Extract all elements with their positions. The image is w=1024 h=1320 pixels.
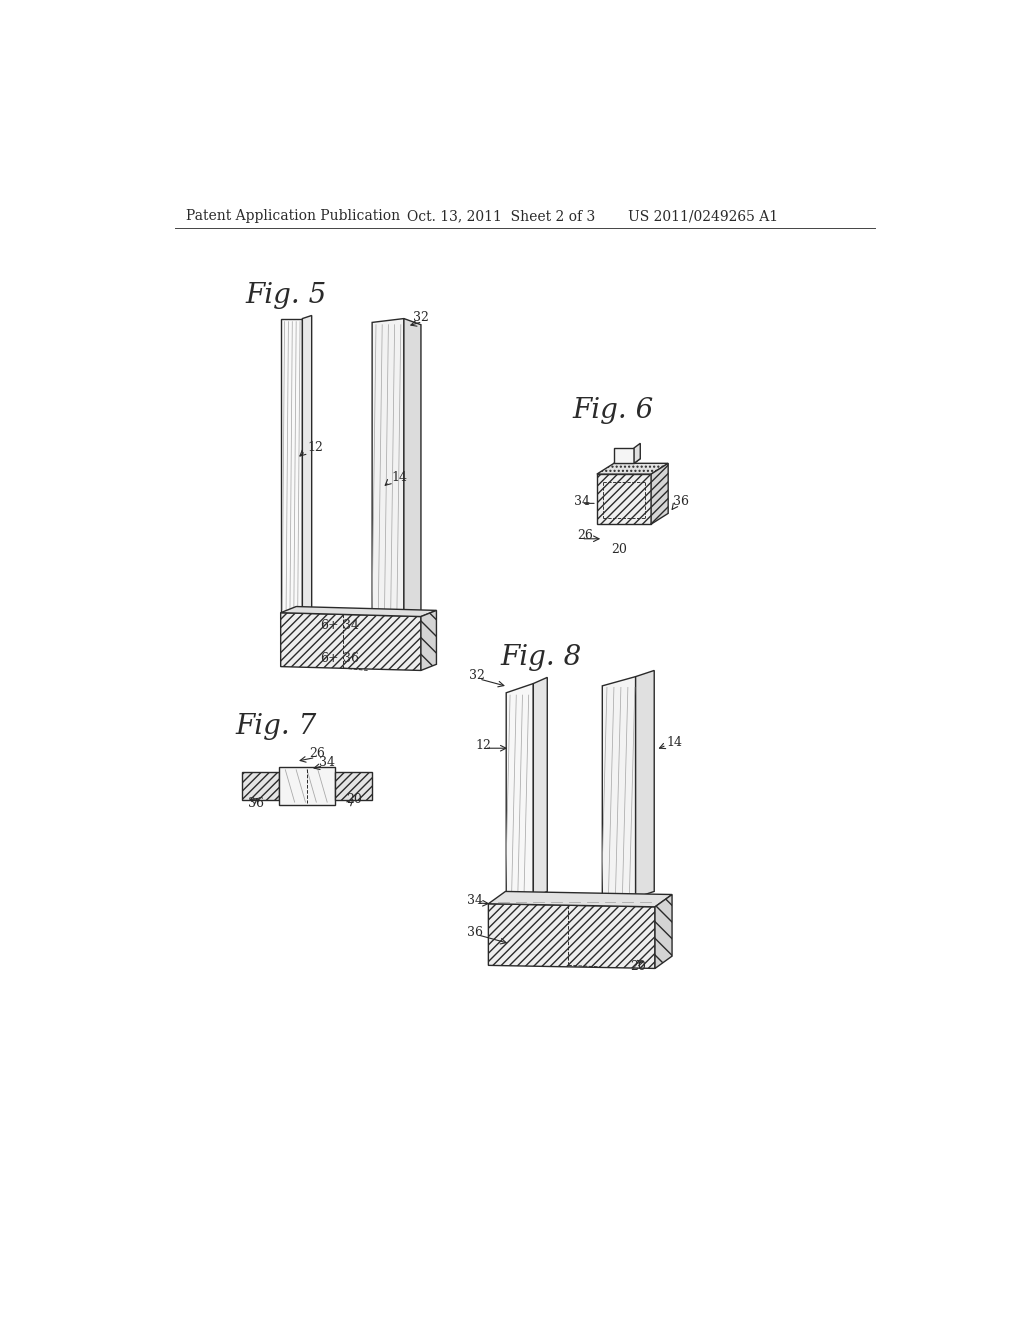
Text: 32: 32 [414,312,429,325]
Text: 36: 36 [673,495,689,508]
Polygon shape [634,444,640,463]
Text: +: + [328,619,339,632]
Polygon shape [534,677,547,898]
Polygon shape [488,891,672,907]
Text: 34: 34 [343,619,359,632]
Polygon shape [597,474,651,524]
Polygon shape [614,447,634,463]
Text: 20: 20 [630,961,646,973]
Polygon shape [302,315,311,612]
Polygon shape [372,318,403,616]
Polygon shape [403,318,421,619]
Polygon shape [614,459,640,463]
Polygon shape [280,767,335,805]
Text: Fig. 8: Fig. 8 [500,644,582,671]
Text: US 2011/0249265 A1: US 2011/0249265 A1 [628,209,778,223]
Polygon shape [281,607,436,616]
Text: +: + [328,652,339,665]
Text: 26: 26 [578,529,593,543]
Text: 20: 20 [611,543,628,556]
Text: 26: 26 [309,747,326,760]
Text: Fig. 5: Fig. 5 [246,282,327,309]
Text: Fig. 7: Fig. 7 [234,713,316,741]
Text: 36: 36 [248,797,264,810]
Polygon shape [655,895,672,969]
Polygon shape [602,677,636,907]
Text: 34: 34 [318,756,335,770]
Polygon shape [651,463,669,524]
Text: Oct. 13, 2011  Sheet 2 of 3: Oct. 13, 2011 Sheet 2 of 3 [407,209,595,223]
Polygon shape [636,671,654,898]
Polygon shape [281,318,302,612]
Polygon shape [281,612,421,671]
Polygon shape [597,463,669,474]
Text: 34: 34 [573,495,590,508]
Text: Fig. 6: Fig. 6 [572,397,654,425]
Text: 36: 36 [343,652,359,665]
Text: 12: 12 [308,441,324,454]
Text: 36: 36 [467,925,483,939]
Text: 14: 14 [391,471,408,484]
Text: 32: 32 [469,669,485,682]
Polygon shape [488,904,655,969]
Text: 12: 12 [475,739,492,751]
Polygon shape [506,684,534,907]
Text: Patent Application Publication: Patent Application Publication [186,209,400,223]
Polygon shape [335,772,372,800]
Polygon shape [421,610,436,671]
Text: 6: 6 [321,652,329,665]
Text: 14: 14 [667,735,683,748]
Text: 20: 20 [346,792,362,805]
Text: 34: 34 [467,894,483,907]
Polygon shape [242,772,280,800]
Text: 6: 6 [321,619,329,632]
